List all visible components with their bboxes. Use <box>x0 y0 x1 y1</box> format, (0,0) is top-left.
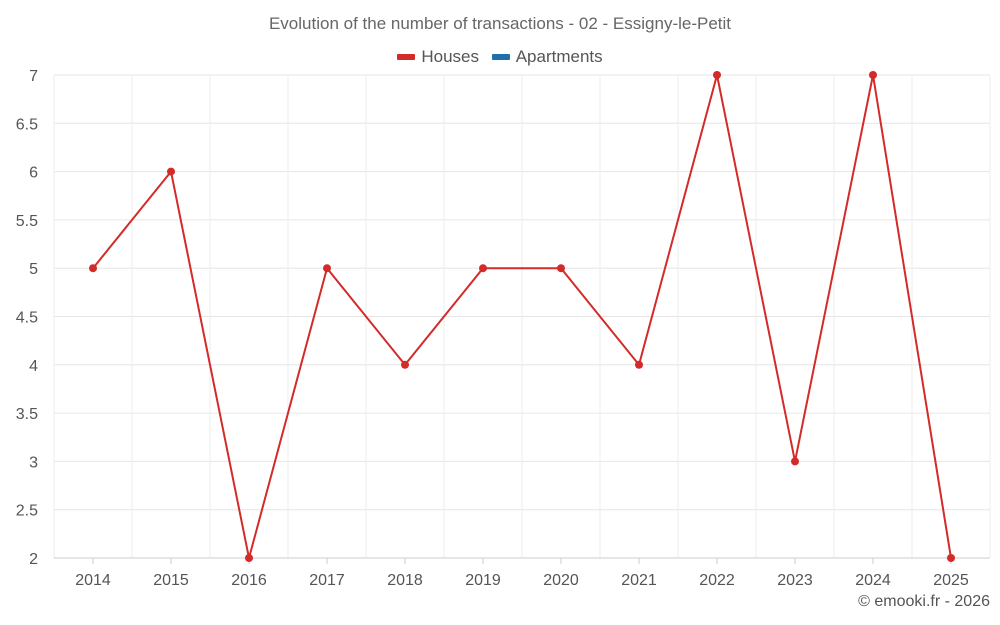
data-point-houses[interactable] <box>245 554 253 562</box>
legend-item-houses[interactable]: Houses <box>397 47 479 67</box>
x-tick-label: 2019 <box>465 572 501 589</box>
y-tick-label: 7 <box>29 68 38 85</box>
data-point-houses[interactable] <box>635 360 643 369</box>
data-point-houses[interactable] <box>947 554 955 562</box>
x-tick-label: 2017 <box>309 572 345 589</box>
legend-swatch-houses <box>397 54 416 60</box>
data-point-houses[interactable] <box>869 71 877 79</box>
data-point-houses[interactable] <box>167 167 175 176</box>
x-tick-label: 2020 <box>543 572 579 589</box>
y-tick-label: 4 <box>29 358 38 375</box>
data-point-houses[interactable] <box>89 264 97 273</box>
legend-item-apartments[interactable]: Apartments <box>491 47 603 67</box>
legend-label-apartments: Apartments <box>515 47 603 66</box>
x-tick-label: 2022 <box>699 572 735 589</box>
x-tick-label: 2021 <box>621 572 657 589</box>
data-point-houses[interactable] <box>323 264 331 273</box>
axes: 2 2.5 3 3.5 4 4.5 5 5.5 6 6.5 7 2014 2015 2016 2017 201… <box>16 68 990 589</box>
y-tick-label: 5.5 <box>16 213 38 230</box>
y-tick-label: 2 <box>29 551 38 568</box>
y-tick-label: 2.5 <box>16 503 38 520</box>
x-tick-label: 2014 <box>75 572 111 589</box>
y-tick-label: 5 <box>29 261 38 278</box>
data-point-houses[interactable] <box>401 360 409 369</box>
series-houses <box>89 71 955 562</box>
x-tick-label: 2016 <box>231 572 267 589</box>
grid <box>53 74 991 559</box>
series-line-houses <box>92 74 952 559</box>
chart-title: Evolution of the number of transactions … <box>268 14 732 33</box>
x-tick-label: 2018 <box>387 572 423 589</box>
legend-label-houses: Houses <box>421 47 479 66</box>
x-tick-label: 2015 <box>153 572 189 589</box>
y-tick-label: 3.5 <box>16 406 38 423</box>
data-point-houses[interactable] <box>479 264 487 273</box>
data-point-houses[interactable] <box>557 264 565 273</box>
y-tick-label: 6.5 <box>16 116 38 133</box>
x-tick-label: 2024 <box>855 572 891 589</box>
legend: Houses Apartments <box>0 45 1000 67</box>
x-tick-label: 2025 <box>933 572 969 589</box>
y-tick-label: 4.5 <box>16 310 38 327</box>
credit-text: © emooki.fr - 2026 <box>858 593 990 610</box>
y-tick-label: 3 <box>29 454 38 471</box>
x-tick-label: 2023 <box>777 572 813 589</box>
y-tick-label: 6 <box>29 165 38 182</box>
data-point-houses[interactable] <box>791 457 799 466</box>
legend-swatch-apartments <box>491 54 510 60</box>
data-point-houses[interactable] <box>713 71 721 79</box>
